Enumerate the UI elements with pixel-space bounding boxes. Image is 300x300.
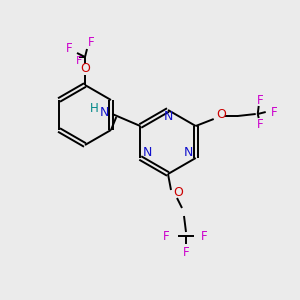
Text: N: N	[184, 146, 194, 160]
Text: O: O	[173, 187, 183, 200]
Text: O: O	[216, 109, 226, 122]
Text: N: N	[142, 146, 152, 160]
Text: F: F	[256, 94, 263, 106]
Text: F: F	[163, 230, 169, 242]
Text: F: F	[66, 43, 72, 56]
Text: F: F	[201, 230, 207, 242]
Text: F: F	[183, 245, 189, 259]
Text: N: N	[100, 106, 109, 119]
Text: F: F	[256, 118, 263, 130]
Text: F: F	[270, 106, 277, 118]
Text: O: O	[80, 61, 90, 74]
Text: N: N	[163, 110, 173, 124]
Text: H: H	[89, 103, 98, 116]
Text: F: F	[88, 37, 94, 50]
Text: F: F	[76, 56, 82, 66]
